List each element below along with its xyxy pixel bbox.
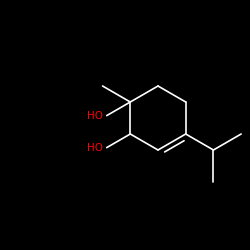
Text: HO: HO: [87, 110, 103, 120]
Text: HO: HO: [87, 142, 103, 152]
